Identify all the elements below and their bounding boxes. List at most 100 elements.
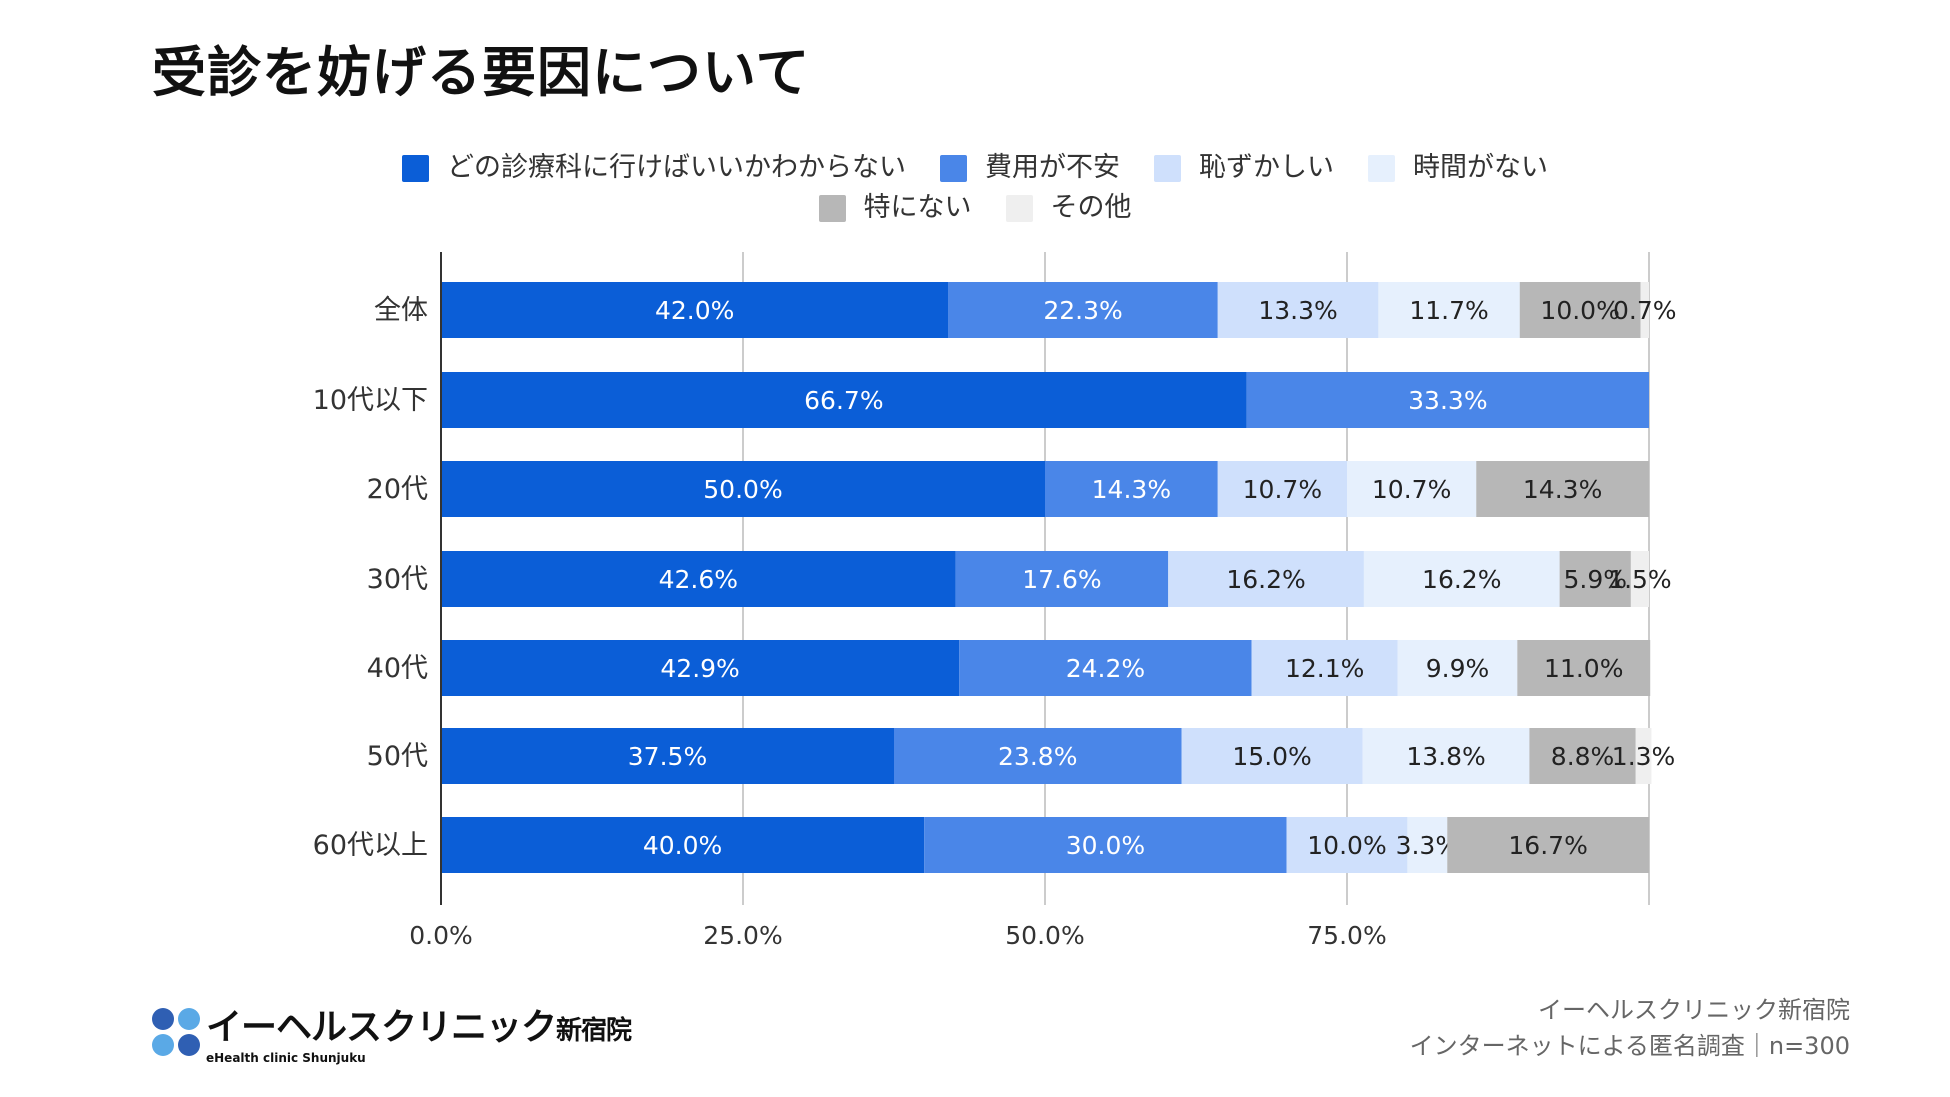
legend-label: 費用が不安 <box>985 152 1120 183</box>
category-label: 20代 <box>367 474 428 505</box>
bar-segment <box>441 551 956 607</box>
bar-segment <box>948 282 1218 338</box>
x-tick-label: 25.0% <box>703 921 782 950</box>
bar-segment <box>1517 640 1651 696</box>
bar-segment <box>1168 551 1364 607</box>
data-label: 42.6% <box>659 565 738 594</box>
data-label: 23.8% <box>998 742 1077 771</box>
category-label: 全体 <box>374 295 428 326</box>
bar-segment <box>1045 461 1218 517</box>
bar-segment <box>1529 728 1636 784</box>
x-tick-label: 0.0% <box>409 921 473 950</box>
clinic-logo: イーヘルスクリニック新宿院 eHealth clinic Shunjuku <box>152 1007 632 1065</box>
legend-label: 恥ずかしい <box>1199 152 1334 183</box>
data-label: 1.5% <box>1608 565 1672 594</box>
legend-swatch <box>1154 154 1181 182</box>
data-label: 17.6% <box>1022 565 1101 594</box>
source-line-1: イーヘルスクリニック新宿院 <box>1538 996 1850 1024</box>
legend-swatch <box>818 194 846 222</box>
bar-segment <box>1519 282 1641 338</box>
bar-segment <box>441 282 949 338</box>
bar-segment <box>1407 817 1448 873</box>
bar-segment <box>959 640 1252 696</box>
data-label: 66.7% <box>804 386 883 415</box>
bar-segment <box>441 728 894 784</box>
bar-segment <box>1217 461 1347 517</box>
data-label: 0.7% <box>1613 296 1677 325</box>
bar-segment <box>924 817 1287 873</box>
page-title: 受診を妨げる要因について <box>152 41 811 104</box>
data-label: 42.9% <box>660 654 739 683</box>
legend-item: 恥ずかしい <box>1154 148 1334 188</box>
data-label: 42.0% <box>655 296 734 325</box>
data-label: 24.2% <box>1066 654 1145 683</box>
data-label: 16.7% <box>1508 831 1587 860</box>
bar-segment <box>1246 372 1649 428</box>
category-label: 10代以下 <box>313 385 428 416</box>
bar-segment <box>1181 728 1363 784</box>
bar-segment <box>1217 282 1379 338</box>
chart-legend: どの診療科に行けばいいかわからない 費用が不安 恥ずかしい 時間がない特にない その他 <box>0 148 1950 228</box>
data-label: 16.2% <box>1226 565 1305 594</box>
data-label: 13.3% <box>1258 296 1337 325</box>
x-tick-label: 50.0% <box>1005 921 1084 950</box>
data-label: 8.8% <box>1551 742 1615 771</box>
category-label: 30代 <box>367 564 428 595</box>
data-label: 1.3% <box>1612 742 1676 771</box>
category-label: 50代 <box>367 741 428 772</box>
bar-segment <box>1559 551 1631 607</box>
bar-segment <box>1635 728 1652 784</box>
bar-segment <box>1286 817 1408 873</box>
data-label: 10.0% <box>1540 296 1619 325</box>
legend-item: 特にない <box>818 188 972 228</box>
data-label: 10.0% <box>1307 831 1386 860</box>
bar-segment <box>441 372 1247 428</box>
logo-mark-icon <box>152 1008 200 1056</box>
x-tick-label: 75.0% <box>1307 921 1386 950</box>
legend-label: どの診療科に行けばいいかわからない <box>447 152 906 183</box>
data-label: 40.0% <box>643 831 722 860</box>
legend-label: その他 <box>1050 192 1132 223</box>
logo-sub-text: eHealth clinic Shunjuku <box>206 1051 366 1065</box>
data-label: 22.3% <box>1043 296 1122 325</box>
logo-main-text: イーヘルスクリニック <box>206 1007 557 1048</box>
bar-segment <box>1362 728 1530 784</box>
data-label: 50.0% <box>703 475 782 504</box>
legend-item: 時間がない <box>1368 148 1548 188</box>
data-label: 37.5% <box>628 742 707 771</box>
bar-segment <box>1476 461 1649 517</box>
data-label: 5.9% <box>1563 565 1627 594</box>
bar-segment <box>894 728 1182 784</box>
legend-item: どの診療科に行けばいいかわからない <box>402 148 906 188</box>
legend-item: その他 <box>1005 188 1132 228</box>
legend-swatch <box>402 154 429 182</box>
bar-segment <box>1378 282 1520 338</box>
legend-swatch <box>940 154 967 182</box>
bar-segment <box>1447 817 1649 873</box>
legend-label: 特にない <box>863 192 972 223</box>
bar-segment <box>441 817 925 873</box>
data-label: 13.8% <box>1406 742 1485 771</box>
bar-segment <box>441 461 1045 517</box>
data-label: 16.2% <box>1422 565 1501 594</box>
data-label: 15.0% <box>1232 742 1311 771</box>
logo-branch-text: 新宿院 <box>556 1016 632 1046</box>
data-label: 10.7% <box>1243 475 1322 504</box>
data-label: 14.3% <box>1092 475 1171 504</box>
data-label: 12.1% <box>1285 654 1364 683</box>
data-label: 30.0% <box>1066 831 1145 860</box>
bar-segment <box>955 551 1169 607</box>
legend-swatch <box>1005 194 1033 222</box>
data-label: 10.7% <box>1372 475 1451 504</box>
bar-segment <box>1630 551 1649 607</box>
bar-segment <box>1640 282 1649 338</box>
bar-segment <box>1363 551 1560 607</box>
category-label: 40代 <box>367 653 428 684</box>
legend-label: 時間がない <box>1413 152 1548 183</box>
data-label: 9.9% <box>1426 654 1490 683</box>
legend-item: 費用が不安 <box>940 148 1120 188</box>
source-line-2: インターネットによる匿名調査｜n=300 <box>1409 1032 1850 1060</box>
bar-segment <box>1251 640 1398 696</box>
data-label: 11.7% <box>1409 296 1488 325</box>
